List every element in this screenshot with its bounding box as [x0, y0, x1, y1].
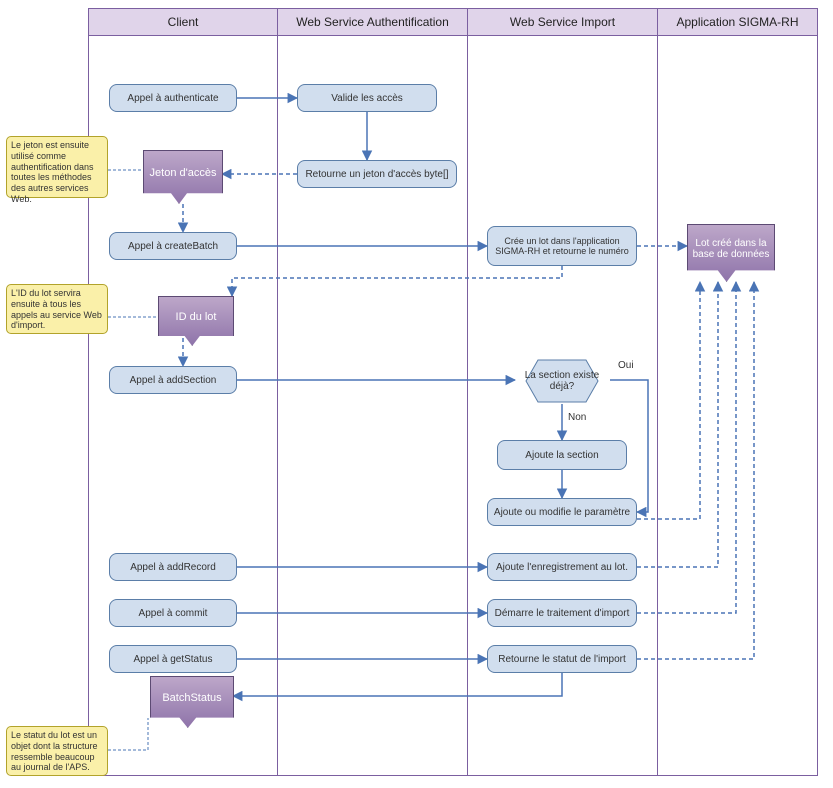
node-demarre-traitement: Démarre le traitement d'import: [487, 599, 637, 627]
node-ajoute-enreg: Ajoute l'enregistrement au lot.: [487, 553, 637, 581]
node-get-status: Appel à getStatus: [109, 645, 237, 673]
node-add-section: Appel à addSection: [109, 366, 237, 394]
node-authenticate: Appel à authenticate: [109, 84, 237, 112]
node-cree-lot: Crée un lot dans l'application SIGMA-RH …: [487, 226, 637, 266]
node-retourne-statut: Retourne le statut de l'import: [487, 645, 637, 673]
lane-header-client: Client: [88, 8, 278, 36]
label-non: Non: [568, 412, 586, 423]
note-batch-status: Le statut du lot est un objet dont la st…: [6, 726, 108, 776]
node-add-record: Appel à addRecord: [109, 553, 237, 581]
lane-body-auth: [278, 36, 468, 776]
lane-body-app: [658, 36, 818, 776]
node-ajoute-section: Ajoute la section: [497, 440, 627, 470]
label-oui: Oui: [618, 360, 634, 371]
decision-label: La section existe déjà?: [514, 358, 610, 404]
lane-header-import: Web Service Import: [468, 8, 658, 36]
lane-header-auth: Web Service Authentification: [278, 8, 468, 36]
node-valide-acces: Valide les accès: [297, 84, 437, 112]
note-jeton: Le jeton est ensuite utilisé comme authe…: [6, 136, 108, 198]
node-retourne-jeton: Retourne un jeton d'accès byte[]: [297, 160, 457, 188]
node-ajoute-parametre: Ajoute ou modifie le paramètre: [487, 498, 637, 526]
lane-header-app: Application SIGMA-RH: [658, 8, 818, 36]
node-decision-section: La section existe déjà?: [514, 358, 610, 404]
node-commit: Appel à commit: [109, 599, 237, 627]
note-id-lot: L'ID du lot servira ensuite à tous les a…: [6, 284, 108, 334]
node-create-batch: Appel à createBatch: [109, 232, 237, 260]
